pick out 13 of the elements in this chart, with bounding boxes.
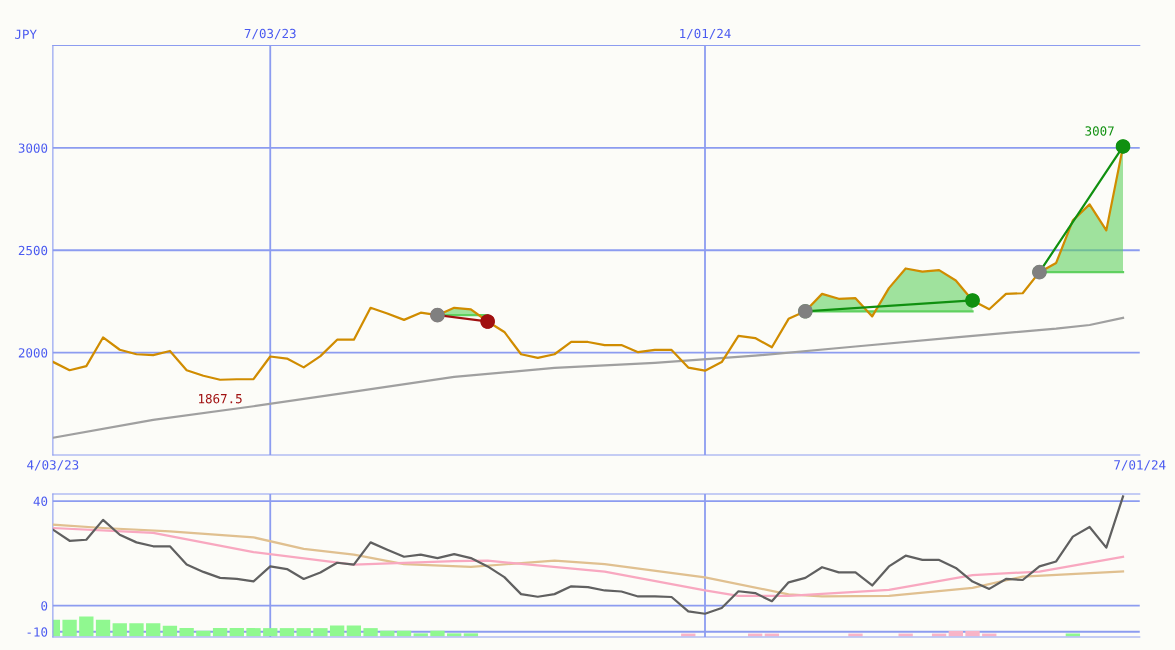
x2-tick-label: 7/03/23 [244,28,296,40]
x-tick-label: 7/01/24 [1114,460,1166,471]
y-tick-label: 2000 [18,348,48,358]
y-tick-label: -10 [27,627,48,637]
y-tick-label: 3000 [18,143,48,153]
y-tick-label: 0 [41,601,48,611]
annotation: 3007 [1085,126,1114,136]
x-tick-label: 4/03/23 [27,460,79,471]
y-axis-title: JPY [15,29,37,39]
annotation: 1867.5 [199,393,242,404]
y-tick-label: 40 [33,496,48,507]
x2-tick-label: 1/01/24 [680,28,731,40]
y-tick-label: 2500 [18,245,48,256]
